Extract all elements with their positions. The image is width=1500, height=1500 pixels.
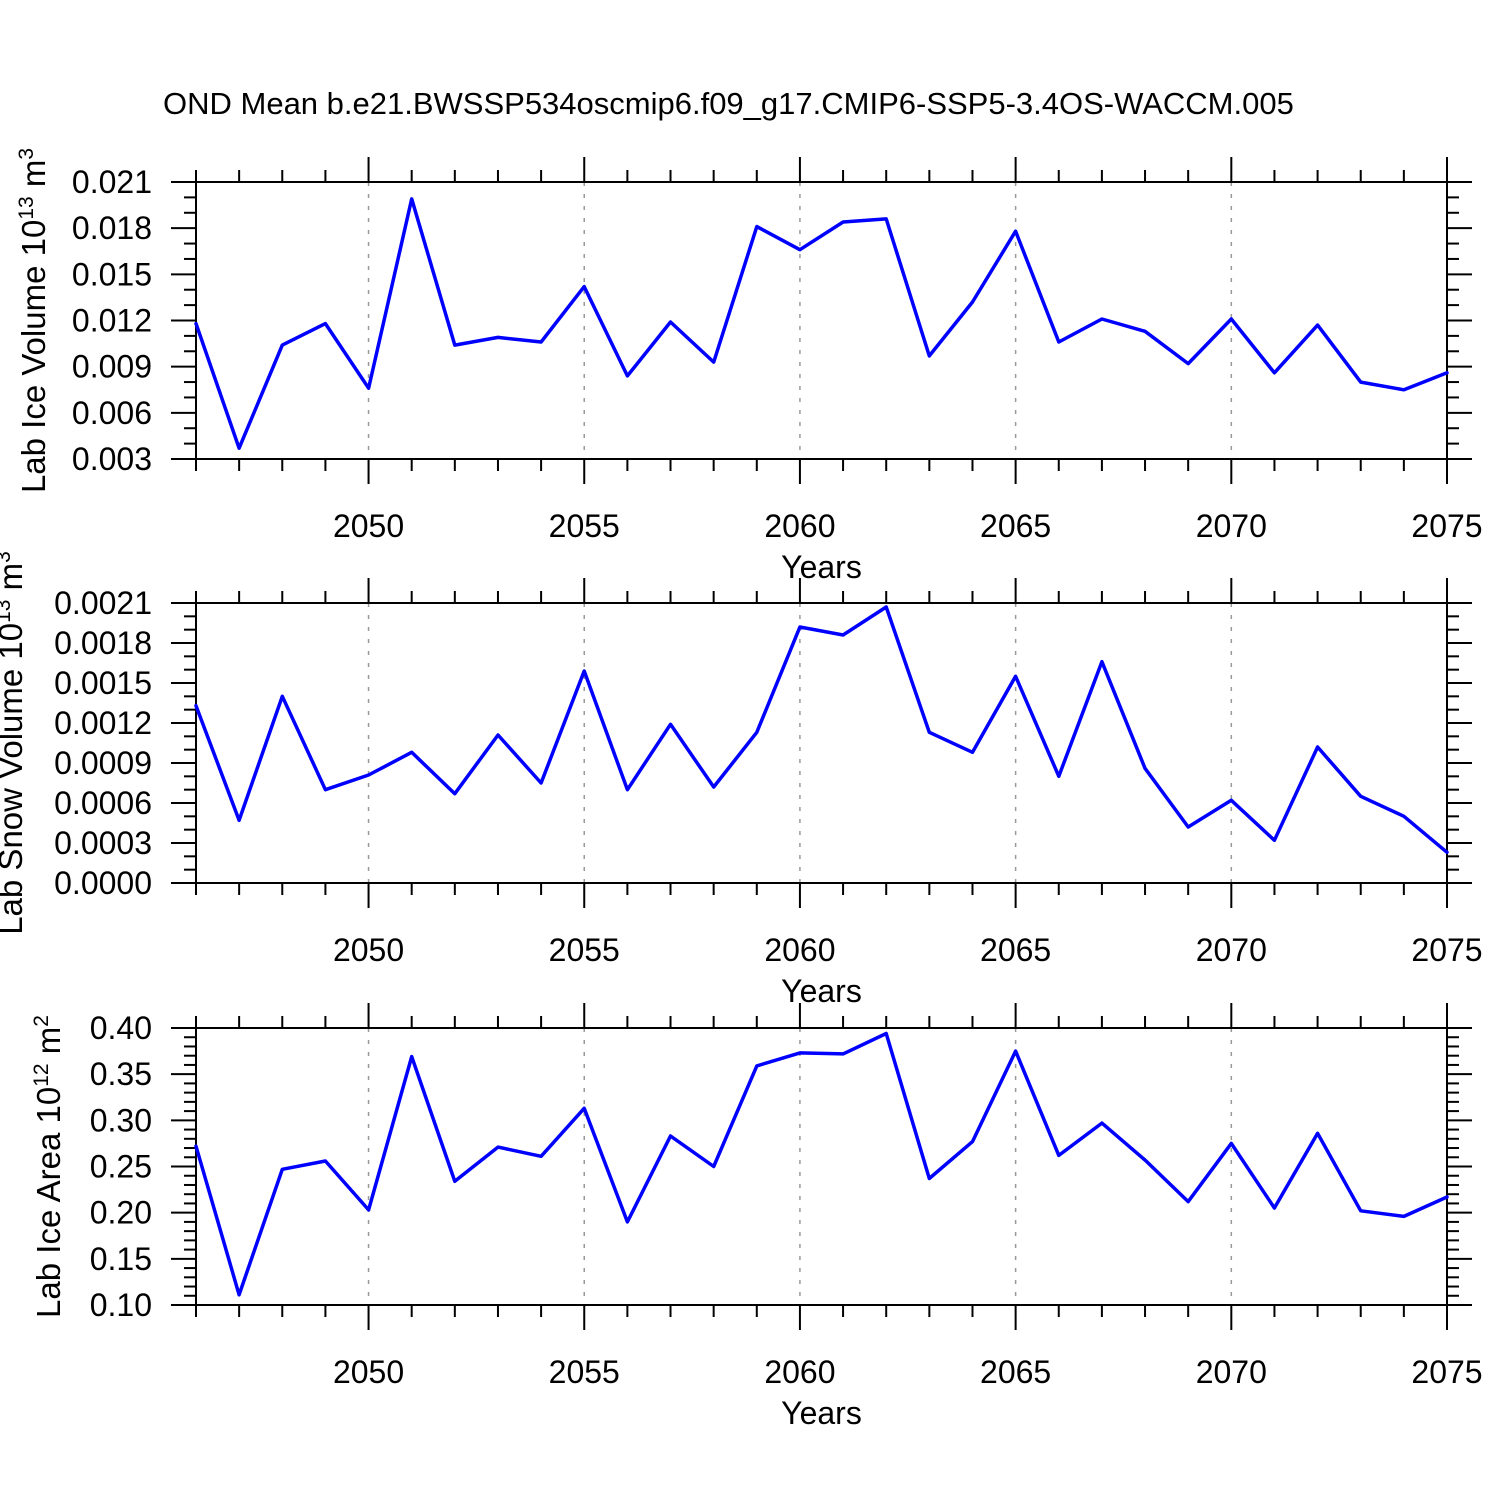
y-tick-label: 0.0006 (54, 785, 152, 821)
y-tick-label: 0.20 (90, 1195, 152, 1231)
y-axis-title: Lab Ice Volume 1013 m3 (15, 148, 52, 493)
x-tick-label: 2050 (333, 508, 404, 544)
data-line (194, 197, 1449, 450)
x-tick-label: 2070 (1196, 1354, 1267, 1390)
y-tick-label: 0.0003 (54, 825, 152, 861)
y-tick-label: 0.0021 (54, 585, 152, 621)
y-tick-label: 0.0018 (54, 625, 152, 661)
data-line (194, 605, 1449, 855)
y-tick-label: 0.015 (72, 256, 152, 292)
plot-frame (195, 602, 1448, 884)
x-tick-label: 2055 (549, 508, 620, 544)
y-tick-label: 0.018 (72, 210, 152, 246)
y-tick-label: 0.0015 (54, 665, 152, 701)
y-tick-label: 0.012 (72, 303, 152, 339)
chart-title: OND Mean b.e21.BWSSP534oscmip6.f09_g17.C… (163, 86, 1294, 121)
y-tick-label: 0.30 (90, 1102, 152, 1138)
x-axis-title: Years (781, 549, 862, 585)
y-tick-label: 0.10 (90, 1287, 152, 1323)
x-tick-label: 2070 (1196, 508, 1267, 544)
x-tick-label: 2065 (980, 508, 1051, 544)
y-tick-label: 0.006 (72, 395, 152, 431)
x-tick-label: 2065 (980, 932, 1051, 968)
x-tick-label: 2075 (1411, 932, 1482, 968)
plot-frame (195, 1027, 1448, 1306)
y-tick-label: 0.25 (90, 1149, 152, 1185)
panel-1: 2050 2055 2060 2065 2070 2075 Years 0.003 0.006 0… (15, 148, 1483, 585)
x-tick-label: 2060 (764, 1354, 835, 1390)
y-tick-label: 0.003 (72, 441, 152, 477)
y-tick-label: 0.35 (90, 1056, 152, 1092)
x-tick-label: 2055 (549, 1354, 620, 1390)
y-tick-label: 0.0012 (54, 705, 152, 741)
y-axis-title: Lab Snow Volume 1013 m3 (0, 551, 29, 935)
x-tick-label: 2050 (333, 1354, 404, 1390)
y-tick-label: 0.0000 (54, 865, 152, 901)
y-tick-label: 0.021 (72, 164, 152, 200)
y-tick-label: 0.009 (72, 349, 152, 385)
x-tick-label: 2055 (549, 932, 620, 968)
y-tick-label: 0.15 (90, 1241, 152, 1277)
x-axis-title: Years (781, 973, 862, 1009)
x-tick-label: 2060 (764, 932, 835, 968)
x-tick-label: 2070 (1196, 932, 1267, 968)
data-line (194, 1031, 1449, 1297)
panel-2: 2050 2055 2060 2065 2070 2075 Years 0.0000 0.000… (0, 551, 1483, 1009)
y-tick-label: 0.0009 (54, 745, 152, 781)
y-axis-title: Lab Ice Area 1012 m2 (30, 1015, 67, 1318)
x-tick-label: 2065 (980, 1354, 1051, 1390)
x-axis-title: Years (781, 1395, 862, 1431)
x-tick-label: 2075 (1411, 508, 1482, 544)
panel-3: 2050 2055 2060 2065 2070 2075 Years 0.10 0.15 0.2… (30, 1003, 1483, 1431)
x-tick-label: 2050 (333, 932, 404, 968)
y-tick-label: 0.40 (90, 1010, 152, 1046)
x-tick-label: 2060 (764, 508, 835, 544)
x-tick-label: 2075 (1411, 1354, 1482, 1390)
